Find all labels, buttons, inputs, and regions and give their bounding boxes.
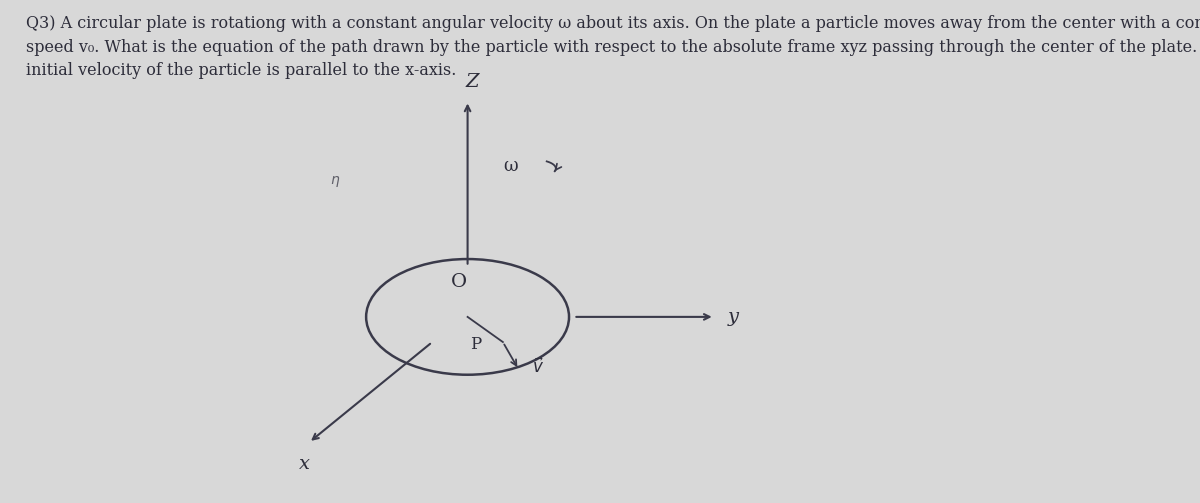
Text: $\vec{v}$: $\vec{v}$	[532, 358, 544, 377]
Text: Z: Z	[466, 72, 479, 91]
Text: y: y	[728, 308, 739, 326]
Text: x: x	[299, 455, 310, 473]
Text: $\eta$: $\eta$	[330, 174, 341, 189]
Text: P: P	[469, 336, 481, 353]
Text: ω: ω	[503, 157, 517, 175]
Text: Q3) A circular plate is rotationg with a constant angular velocity ω about its a: Q3) A circular plate is rotationg with a…	[26, 15, 1200, 79]
Text: O: O	[451, 273, 467, 291]
